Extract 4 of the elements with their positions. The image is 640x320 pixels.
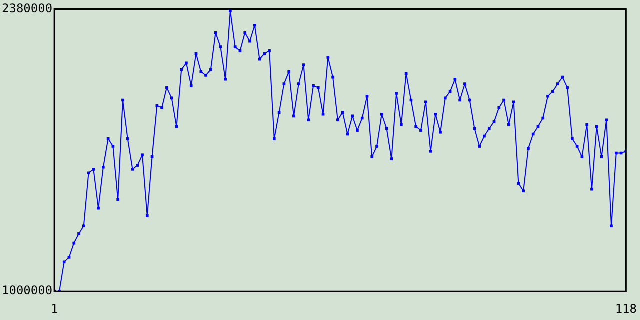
y-tick-label: 1000000 — [2, 284, 53, 298]
x-tick-label: 118 — [615, 302, 638, 316]
y-tick-label: 2380000 — [2, 1, 53, 16]
x-tick-label: 1 — [50, 302, 58, 316]
